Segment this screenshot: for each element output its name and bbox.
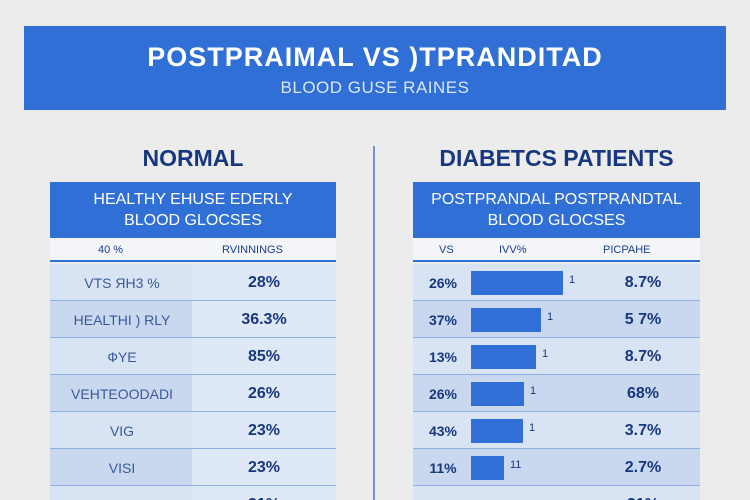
normal-header-line2: BLOOD GLOCSES	[124, 212, 262, 229]
row-bar-tick: 1	[547, 311, 554, 323]
table-row: 26% 1 8.7%	[413, 264, 700, 301]
table-row: 37% 1 5 7%	[413, 301, 700, 338]
row-label: 11%	[429, 460, 457, 476]
diabetes-rows: 26% 1 8.7% 37% 1 5 7% 13% 1 8.7% 26% 1 68% 43% 1 3.7% 1…	[413, 264, 700, 500]
table-row: 43% 1 3.7%	[413, 412, 700, 449]
value-cell	[192, 449, 336, 485]
row-value: 26%	[247, 385, 281, 402]
value-cell	[192, 338, 336, 374]
row-label: VISI	[108, 460, 136, 476]
row-value: 2.7%	[624, 459, 662, 476]
table-row: HEALTHI ) RLY 36.3%	[50, 301, 336, 338]
diabetes-table: POSTPRANDAL POSTPRANDTAL BLOOD GLOCSES V…	[413, 182, 700, 500]
diabetes-col3-header: PICPAHE	[603, 244, 651, 256]
diabetes-table-header: POSTPRANDAL POSTPRANDTAL BLOOD GLOCSES	[413, 182, 700, 238]
row-value: 68%	[626, 385, 660, 402]
row-bar	[471, 382, 524, 406]
diabetes-header-line2: BLOOD GLOCSES	[487, 212, 626, 229]
row-label: VIG	[109, 423, 135, 439]
row-label: ??%	[62, 497, 182, 500]
table-row: ФYE 85%	[50, 338, 336, 375]
row-label: 43%	[428, 423, 458, 439]
normal-table: HEALTHY EHUSE EDERLY BLOOD GLOCSES 40 % …	[50, 182, 336, 500]
diabetes-column-headers: VS IVV% PICPAHE	[413, 238, 700, 262]
table-row: 11% 11 2.7%	[413, 449, 700, 486]
row-label: VTS ЯH3 %	[84, 275, 160, 291]
row-value: 8.7%	[624, 274, 662, 291]
row-bar-tick: 1	[530, 385, 537, 397]
row-label: 37%	[428, 312, 458, 328]
table-row: 26% 1 68%	[413, 375, 700, 412]
table-row: VISI 23%	[50, 449, 336, 486]
row-value: 31%	[603, 496, 683, 500]
row-bar	[471, 456, 504, 480]
page-title: POSTPRAIMAL VS )TPRANDITAD	[147, 42, 603, 72]
table-row: 13% 1 8.7%	[413, 338, 700, 375]
normal-table-header: HEALTHY EHUSE EDERLY BLOOD GLOCSES	[50, 182, 336, 238]
diabetes-section-title: DIABETCS PATIENTS	[439, 145, 674, 171]
value-cell	[192, 301, 336, 337]
row-value: 23%	[247, 422, 281, 439]
table-row: ??% 31%	[50, 486, 336, 500]
row-value: 5 7%	[624, 311, 662, 328]
title-banner: POSTPRAIMAL VS )TPRANDITAD BLOOD GUSE RA…	[24, 26, 726, 110]
diabetes-col2-header: IVV%	[499, 244, 527, 256]
row-label: HEALTHI ) RLY	[73, 312, 171, 328]
row-value: 31%	[192, 496, 336, 500]
diabetes-col1-header: VS	[439, 244, 454, 256]
table-row: VEHTEOODADI 26%	[50, 375, 336, 412]
row-bar	[471, 345, 536, 369]
row-bar	[471, 419, 523, 443]
value-cell	[192, 375, 336, 411]
row-value: 3.7%	[624, 422, 662, 439]
normal-col1-header: 40 %	[98, 244, 124, 256]
row-value: 8.7%	[624, 348, 662, 365]
row-value: 36.3%	[241, 311, 287, 328]
page-subtitle: BLOOD GUSE RAINES	[280, 78, 470, 97]
row-bar	[471, 271, 563, 295]
table-row: 78% 31%	[413, 486, 700, 500]
row-label: VEHTEOODADI	[71, 386, 173, 402]
row-label: 78%	[421, 497, 465, 500]
row-bar-tick: 1	[529, 422, 536, 434]
normal-column-headers: 40 % RVINNINGS	[50, 238, 336, 262]
value-cell	[192, 412, 336, 448]
value-cell	[192, 486, 336, 500]
section-divider	[373, 146, 375, 500]
row-label: 13%	[428, 349, 458, 365]
row-label: ФYE	[107, 349, 137, 365]
table-row: VTS ЯH3 % 28%	[50, 264, 336, 301]
row-value: 85%	[247, 348, 281, 365]
normal-rows: VTS ЯH3 % 28% HEALTHI ) RLY 36.3% ФYE 85% VEHT…	[50, 264, 336, 500]
row-value: 28%	[247, 274, 281, 291]
row-value: 23%	[247, 459, 281, 476]
row-label: 26%	[428, 275, 458, 291]
row-bar-tick: 1	[542, 348, 549, 360]
diabetes-header-line1: POSTPRANDAL POSTPRANDTAL	[431, 191, 682, 208]
row-label: 26%	[428, 386, 458, 402]
value-cell	[192, 264, 336, 300]
row-bar-tick: 1	[569, 274, 576, 286]
table-row: VIG 23%	[50, 412, 336, 449]
normal-col2-header: RVINNINGS	[222, 244, 283, 256]
normal-header-line1: HEALTHY EHUSE EDERLY	[93, 191, 293, 208]
normal-section-title: NORMAL	[142, 145, 244, 171]
row-bar-tick: 11	[510, 459, 522, 471]
row-bar	[471, 308, 541, 332]
